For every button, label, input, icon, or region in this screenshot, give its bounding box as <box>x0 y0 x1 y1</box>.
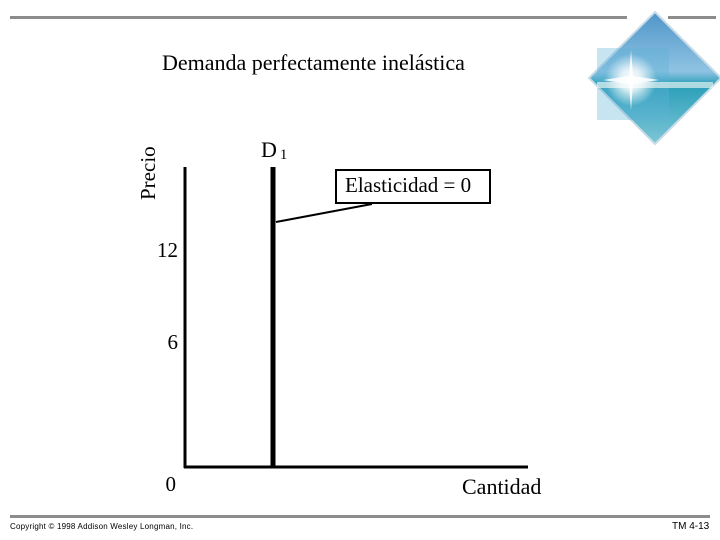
y-tick-0: 0 <box>165 472 177 496</box>
x-axis-label: Cantidad <box>462 474 542 499</box>
top-rule-right <box>668 16 716 19</box>
top-rule-left <box>10 16 627 19</box>
series-label-main: D <box>261 137 277 162</box>
y-tick-6: 6 <box>167 330 179 354</box>
series-label-subscript: 1 <box>279 147 288 163</box>
y-tick-12: 12 <box>157 238 178 262</box>
elasticity-callout: Elasticidad = 0 <box>335 169 491 204</box>
footer-copyright: Copyright © 1998 Addison Wesley Longman,… <box>10 522 194 531</box>
bottom-rule <box>10 515 710 518</box>
footer-page-number: TM 4-13 <box>672 521 710 532</box>
callout-leader-line <box>275 203 373 223</box>
chart-title: Demanda perfectamente inelástica <box>162 50 465 75</box>
ocean-sunburst-diamond-logo-icon <box>587 10 720 146</box>
